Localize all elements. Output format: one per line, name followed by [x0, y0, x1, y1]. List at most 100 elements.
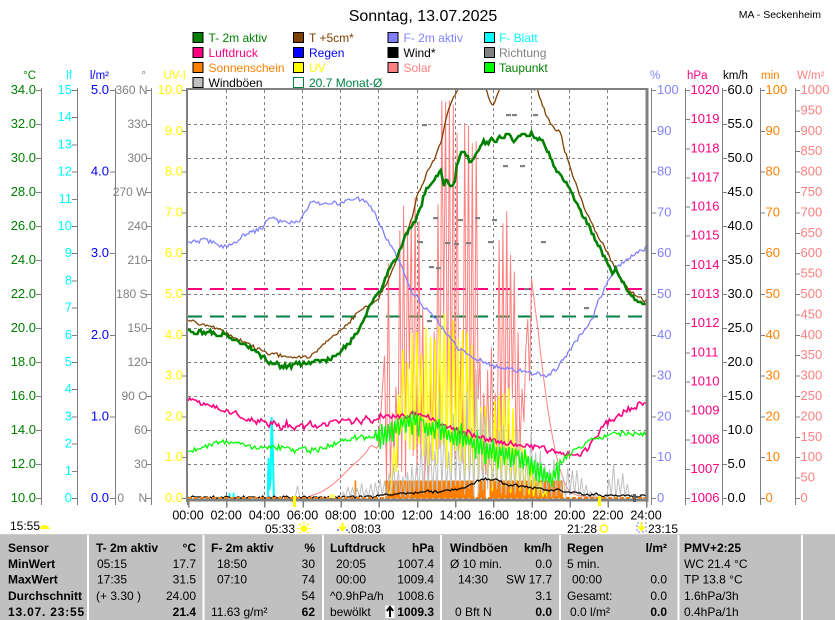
- svg-text:55.0: 55.0: [728, 116, 753, 131]
- svg-text:22.0: 22.0: [11, 286, 36, 301]
- svg-text:18:00: 18:00: [516, 509, 547, 523]
- svg-text:32.0: 32.0: [11, 116, 36, 131]
- svg-text:30: 30: [766, 368, 780, 383]
- svg-text:12.0: 12.0: [11, 456, 36, 471]
- svg-text:3.0: 3.0: [91, 245, 109, 260]
- svg-text:10: 10: [657, 449, 671, 464]
- svg-text:300: 300: [127, 151, 147, 165]
- svg-text:24.00: 24.00: [166, 589, 196, 603]
- svg-text:W/m²: W/m²: [797, 70, 825, 82]
- svg-text:62: 62: [302, 605, 316, 619]
- svg-text:hPa: hPa: [412, 541, 434, 555]
- svg-text:13: 13: [58, 136, 72, 151]
- svg-text:Gesamt:: Gesamt:: [567, 589, 612, 603]
- svg-text:Sonnenschein: Sonnenschein: [209, 61, 285, 75]
- svg-text:Richtung: Richtung: [499, 46, 546, 60]
- svg-text:05:15: 05:15: [97, 557, 127, 571]
- svg-text:50: 50: [801, 470, 815, 485]
- svg-text:80: 80: [766, 164, 780, 179]
- svg-text:30.0: 30.0: [728, 286, 753, 301]
- svg-text:6: 6: [65, 327, 72, 342]
- svg-text:T- 2m aktiv: T- 2m aktiv: [209, 31, 268, 45]
- svg-text:12:00: 12:00: [401, 509, 432, 523]
- svg-text:800: 800: [801, 164, 823, 179]
- svg-text:0: 0: [65, 490, 72, 505]
- svg-text:50: 50: [766, 286, 780, 301]
- svg-text:14: 14: [58, 109, 72, 124]
- svg-text:20.7 Monat-Ø: 20.7 Monat-Ø: [309, 76, 382, 90]
- svg-text:600: 600: [801, 245, 823, 260]
- svg-text:8.0: 8.0: [165, 164, 183, 179]
- svg-text:240: 240: [127, 219, 147, 233]
- svg-text:04:00: 04:00: [249, 509, 280, 523]
- svg-text:1012: 1012: [691, 315, 720, 330]
- svg-text:80: 80: [657, 164, 671, 179]
- svg-text:7.0: 7.0: [165, 204, 183, 219]
- svg-text:1016: 1016: [691, 199, 720, 214]
- svg-text:23:15: 23:15: [648, 522, 678, 536]
- svg-text:Regen: Regen: [309, 46, 344, 60]
- svg-text:350: 350: [801, 347, 823, 362]
- svg-text:0: 0: [766, 490, 773, 505]
- svg-text:2.0: 2.0: [165, 408, 183, 423]
- svg-text:0.0: 0.0: [650, 589, 667, 603]
- svg-text:1007.4: 1007.4: [397, 557, 434, 571]
- svg-text:28.0: 28.0: [11, 184, 36, 199]
- svg-text:hPa: hPa: [687, 70, 708, 82]
- svg-text:km/h: km/h: [723, 70, 748, 82]
- svg-text:9: 9: [65, 245, 72, 260]
- svg-text:MA - Seckenheim: MA - Seckenheim: [739, 9, 822, 21]
- svg-text:05:33: 05:33: [265, 522, 295, 536]
- svg-text:20.0: 20.0: [728, 354, 753, 369]
- svg-text:0 Bft N: 0 Bft N: [455, 605, 492, 619]
- svg-text:6.0: 6.0: [165, 245, 183, 260]
- svg-text:0: 0: [801, 490, 808, 505]
- svg-text:5.0: 5.0: [728, 456, 746, 471]
- svg-text:1019: 1019: [691, 111, 720, 126]
- svg-text:Sensor: Sensor: [8, 541, 49, 555]
- svg-text:1007: 1007: [691, 461, 720, 476]
- svg-text:20:05: 20:05: [336, 557, 366, 571]
- svg-text:N: N: [139, 491, 148, 505]
- svg-text:1.6hPa/3h: 1.6hPa/3h: [684, 589, 739, 603]
- svg-text:30: 30: [302, 557, 316, 571]
- svg-text:11: 11: [59, 191, 73, 206]
- svg-text:5.0: 5.0: [165, 286, 183, 301]
- svg-text:0: 0: [117, 491, 124, 505]
- svg-text:0.0: 0.0: [728, 490, 746, 505]
- svg-text:10:00: 10:00: [363, 509, 394, 523]
- svg-text:24.0: 24.0: [11, 252, 36, 267]
- svg-text:1020: 1020: [691, 82, 720, 97]
- svg-text:2.0: 2.0: [91, 327, 109, 342]
- svg-text:200: 200: [801, 408, 823, 423]
- svg-text:00:00: 00:00: [572, 573, 602, 587]
- svg-text:14:30: 14:30: [458, 573, 488, 587]
- svg-text:Windböen: Windböen: [209, 76, 263, 90]
- svg-text:400: 400: [801, 327, 823, 342]
- svg-text:22:00: 22:00: [592, 509, 623, 523]
- svg-text:270 W: 270 W: [113, 185, 148, 199]
- svg-text:70: 70: [657, 204, 671, 219]
- svg-text:min: min: [761, 70, 780, 82]
- svg-text:1010: 1010: [691, 373, 720, 388]
- svg-text:54: 54: [302, 589, 316, 603]
- svg-text:20.0: 20.0: [11, 320, 36, 335]
- svg-text:0: 0: [657, 490, 664, 505]
- svg-text:30: 30: [657, 368, 671, 383]
- svg-text:0.0: 0.0: [535, 605, 552, 619]
- svg-text:8: 8: [65, 272, 72, 287]
- svg-text:WC 21.4 °C: WC 21.4 °C: [684, 557, 748, 571]
- svg-text:0.0: 0.0: [165, 490, 183, 505]
- svg-text:74: 74: [302, 573, 316, 587]
- svg-text:4.0: 4.0: [165, 327, 183, 342]
- svg-text:1009.4: 1009.4: [397, 573, 434, 587]
- svg-text:10: 10: [58, 218, 72, 233]
- svg-text:F- Blatt: F- Blatt: [499, 31, 538, 45]
- svg-text:40: 40: [657, 327, 671, 342]
- svg-text:500: 500: [801, 286, 823, 301]
- svg-text:210: 210: [127, 253, 147, 267]
- svg-text:5 min.: 5 min.: [567, 557, 600, 571]
- svg-text:1000: 1000: [801, 82, 830, 97]
- svg-text:Wind*: Wind*: [404, 46, 436, 60]
- svg-text:900: 900: [801, 123, 823, 138]
